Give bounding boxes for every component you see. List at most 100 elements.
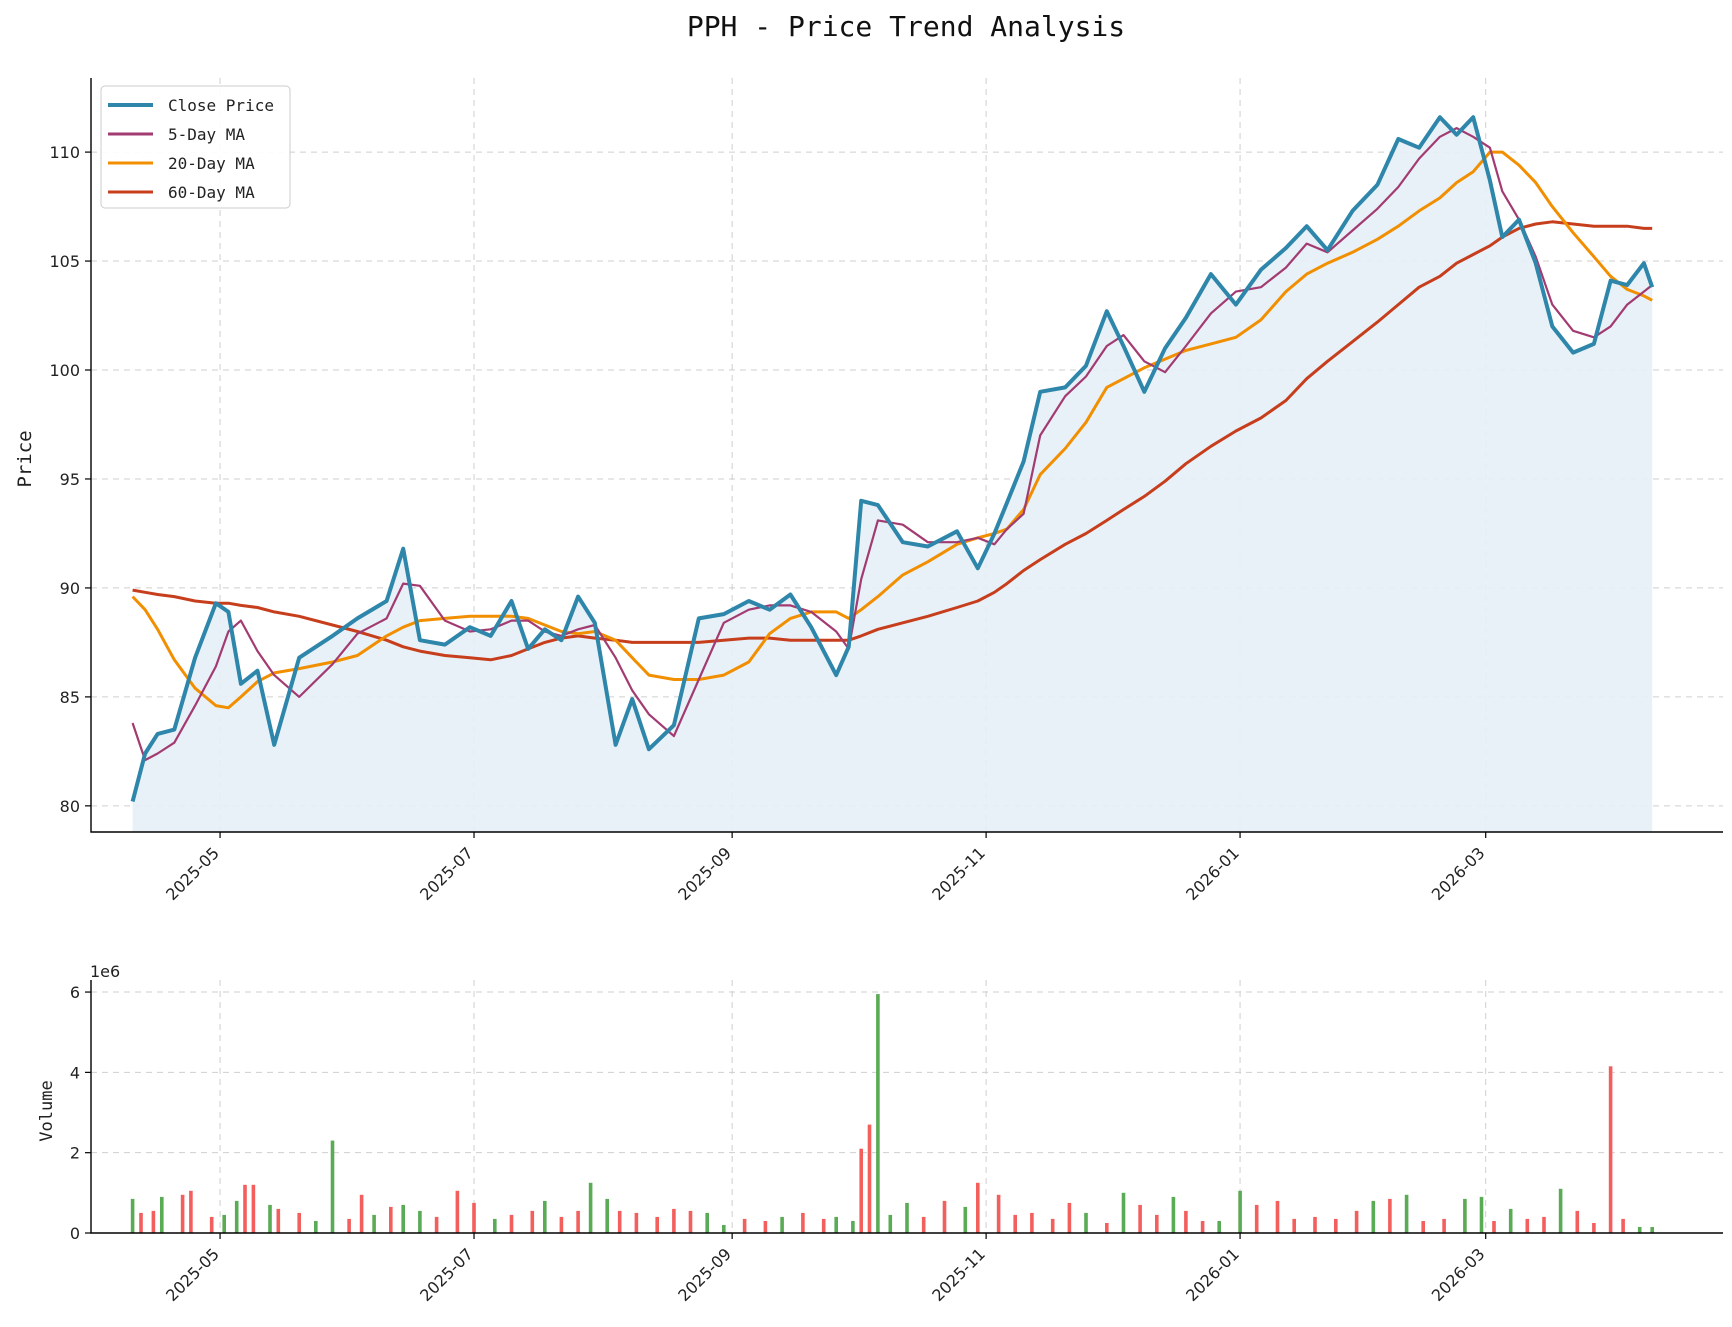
volume-bar [976, 1182, 980, 1233]
volume-bar [780, 1216, 784, 1233]
price-x-tick-label: 2025-07 [416, 843, 477, 904]
volume-bar [472, 1202, 476, 1233]
volume-bar [1050, 1218, 1055, 1233]
volume-bar [821, 1218, 826, 1233]
volume-bar [1171, 1196, 1176, 1233]
close-price-line [130, 115, 1655, 803]
volume-bar [996, 1194, 1001, 1233]
volume-bar [1371, 1200, 1376, 1233]
volume-bar [1637, 1227, 1642, 1233]
volume-bar [234, 1200, 239, 1233]
price-panel: 80 85 90 95 100 105 110 2025-05 2025-07 2025-09 20… [14, 78, 1723, 904]
legend-box [100, 85, 291, 209]
volume-bars [130, 994, 1654, 1233]
volume-gridlines [91, 980, 1723, 1234]
volume-bar [1354, 1210, 1359, 1233]
volume-bar [1404, 1194, 1409, 1233]
volume-bar [888, 1214, 893, 1233]
volume-x-tick-label: 2025-11 [928, 1244, 989, 1305]
volume-y-tick-label: 6 [70, 983, 80, 1002]
volume-bar [130, 1198, 135, 1233]
volume-axes: 0 2 4 6 2025-05 2025-07 2025-09 2025-11 2026-01 2… [70, 980, 1723, 1305]
volume-x-tick-label: 2026-03 [1428, 1244, 1489, 1305]
volume-bar [1275, 1200, 1280, 1233]
volume-bar [921, 1216, 926, 1233]
volume-bar [605, 1198, 609, 1233]
volume-bar [1013, 1214, 1017, 1233]
volume-bar [722, 1225, 726, 1233]
volume-bar [359, 1194, 364, 1233]
volume-offset-label: 1e6 [90, 962, 120, 981]
volume-bar [330, 1140, 335, 1233]
volume-bar [1121, 1192, 1126, 1233]
volume-bar [1105, 1223, 1109, 1233]
volume-bar [1463, 1198, 1467, 1233]
volume-bar [543, 1200, 547, 1233]
volume-bar [1508, 1208, 1513, 1233]
volume-bar [655, 1216, 659, 1233]
volume-bar [1030, 1212, 1034, 1233]
price-y-tick-label: 105 [49, 252, 80, 271]
volume-bar [434, 1216, 439, 1233]
volume-bar [1525, 1218, 1530, 1233]
volume-bar [314, 1221, 318, 1233]
volume-bar [1184, 1210, 1188, 1233]
volume-bar [268, 1204, 272, 1233]
volume-bar [180, 1194, 185, 1233]
volume-bar [1542, 1216, 1546, 1233]
volume-bar [1388, 1198, 1392, 1233]
volume-bar [559, 1216, 564, 1233]
volume-bar [1200, 1221, 1205, 1233]
volume-panel: 0 2 4 6 2025-05 2025-07 2025-09 2025-11 2026-01 2… [37, 962, 1723, 1305]
volume-bar [1479, 1196, 1484, 1233]
volume-bar [1592, 1223, 1596, 1233]
price-x-tick-label: 2025-09 [674, 843, 735, 904]
volume-x-tick-label: 2025-05 [162, 1244, 223, 1305]
legend-label-60-day-ma: 60-Day MA [168, 183, 255, 202]
chart-title: PPH - Price Trend Analysis [687, 10, 1125, 43]
volume-bar [672, 1208, 676, 1233]
price-y-tick-label: 80 [60, 797, 80, 816]
volume-bar [139, 1212, 143, 1233]
volume-bar [389, 1206, 393, 1233]
price-y-tick-label: 90 [60, 579, 80, 598]
legend: Close Price 5-Day MA 20-Day MA 60-Day MA [100, 85, 291, 209]
volume-y-tick-label: 2 [70, 1144, 80, 1163]
price-y-tick-label: 95 [60, 470, 80, 489]
volume-bar [1238, 1190, 1242, 1233]
legend-label-20-day-ma: 20-Day MA [168, 154, 255, 173]
price-y-tick-label: 85 [60, 688, 80, 707]
volume-bar [222, 1214, 226, 1233]
price-x-tick-label: 2026-01 [1182, 843, 1243, 904]
volume-bar [1084, 1212, 1088, 1233]
volume-axis-spines [90, 980, 1723, 1234]
volume-bar [742, 1218, 747, 1233]
volume-bar [209, 1216, 214, 1233]
volume-bar [617, 1210, 622, 1233]
price-axis-spines [90, 78, 1723, 833]
volume-bar [372, 1214, 376, 1233]
volume-bar [576, 1210, 580, 1233]
volume-bar [834, 1216, 838, 1233]
volume-bar [1442, 1218, 1446, 1233]
volume-bar [455, 1190, 460, 1233]
volume-bar [1155, 1214, 1159, 1233]
volume-bar [905, 1202, 909, 1233]
volume-bar [801, 1212, 805, 1233]
volume-bar [851, 1221, 855, 1233]
legend-label-close-price: Close Price [168, 96, 274, 115]
volume-y-tick-label: 4 [70, 1063, 80, 1082]
volume-bar [1313, 1216, 1317, 1233]
volume-bar [942, 1200, 947, 1233]
volume-bar [151, 1210, 156, 1233]
volume-bar [1608, 1066, 1613, 1233]
volume-bar [509, 1214, 514, 1233]
volume-bar [1421, 1221, 1425, 1233]
volume-bar [530, 1210, 535, 1233]
volume-bar [347, 1218, 351, 1233]
price-y-axis-label: Price [14, 430, 36, 487]
volume-bar [1217, 1221, 1221, 1233]
volume-bar [493, 1218, 497, 1233]
volume-bar [1650, 1227, 1654, 1233]
